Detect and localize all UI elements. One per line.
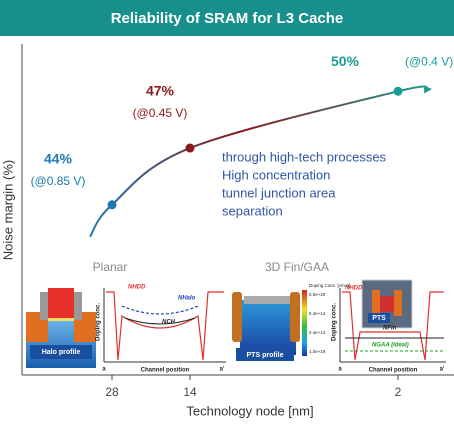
annotation-line: through high-tech processes xyxy=(222,149,387,164)
y-axis-label: Noise margin (%) xyxy=(0,160,15,260)
badge-label: PTS xyxy=(372,315,386,322)
trend-curve xyxy=(89,85,432,238)
plot-x-label: Channel position xyxy=(369,368,418,374)
colorbar-tick: 4.4e+13 xyxy=(309,330,326,335)
data-point xyxy=(107,200,117,210)
plot-y-label: Doping conc. xyxy=(96,303,102,341)
inset-label: Planar xyxy=(93,260,128,274)
planar-device xyxy=(26,288,96,368)
device-label: PTS profile xyxy=(247,352,284,359)
title-bar xyxy=(0,0,454,36)
planar-plot xyxy=(103,288,226,363)
condition-label: (@0.4 V) xyxy=(405,54,453,68)
fin-plot xyxy=(339,288,446,363)
x-tick-label: 14 xyxy=(183,385,197,399)
end-label: a' xyxy=(220,367,225,373)
curve-label: NCH xyxy=(162,320,176,326)
colorbar-tick: 5.0e+20 xyxy=(309,292,326,297)
end-label: a xyxy=(102,367,106,373)
value-label: 44% xyxy=(44,150,73,166)
curve-label: NHDD xyxy=(345,286,363,292)
colorbar-title: Doping Conc. [cm-3] xyxy=(309,283,350,288)
x-axis-label: Technology node [nm] xyxy=(186,403,313,418)
condition-label: (@0.45 V) xyxy=(133,106,188,120)
data-point xyxy=(185,143,195,153)
end-label: a' xyxy=(440,367,445,373)
curve-label: NFin xyxy=(383,326,397,332)
annotation-line: High concentration xyxy=(222,167,330,182)
x-tick-label: 2 xyxy=(395,385,402,399)
value-label: 47% xyxy=(146,83,175,99)
plot-y-label: Doping conc. xyxy=(332,303,338,341)
end-label: a xyxy=(338,367,342,373)
inset-label: 3D Fin/GAA xyxy=(265,260,329,274)
curve-label: NHDD xyxy=(128,285,146,291)
plot-x-label: Channel position xyxy=(141,368,190,374)
colorbar-tick: 1.0e+19 xyxy=(309,349,326,354)
condition-label: (@0.85 V) xyxy=(31,174,86,188)
colorbar-tick: 6.4e+14 xyxy=(309,311,326,316)
annotation-line: separation xyxy=(222,203,283,218)
data-point xyxy=(393,86,403,96)
annotation-line: tunnel junction area xyxy=(222,185,336,200)
curve-label: NHalo xyxy=(178,296,196,302)
chart-title: Reliability of SRAM for L3 Cache xyxy=(111,10,344,27)
device-label: Halo profile xyxy=(42,349,81,356)
x-tick-label: 28 xyxy=(105,385,119,399)
curve-label: NGAA (ideal) xyxy=(372,343,409,349)
value-label: 50% xyxy=(331,53,360,69)
fin-device xyxy=(232,279,413,361)
